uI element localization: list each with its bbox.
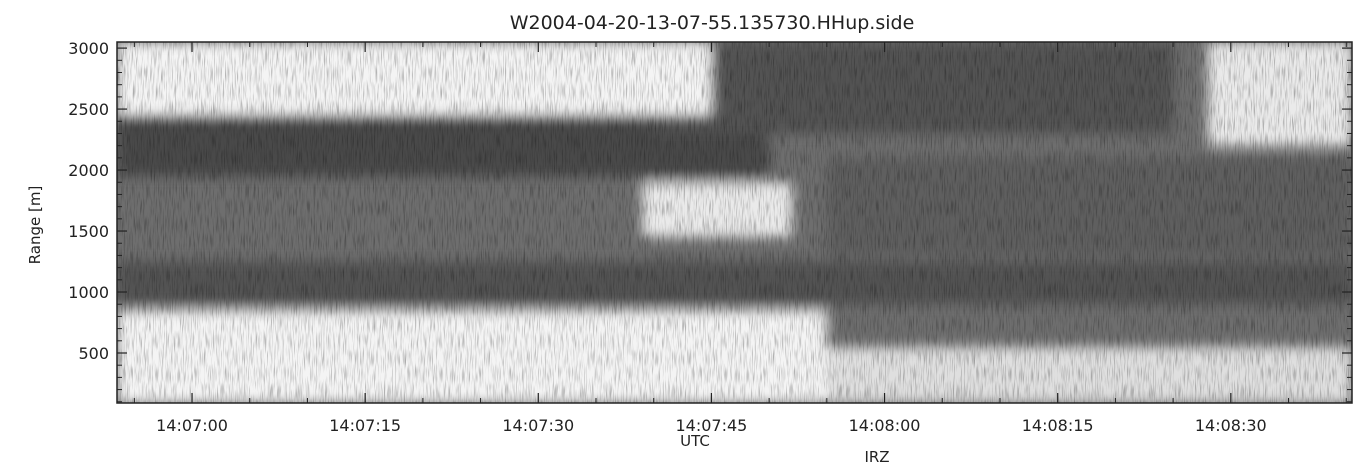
x-tick-label: 14:08:00: [849, 416, 921, 435]
x-tick-label: 14:07:15: [329, 416, 401, 435]
y-tick-label: 2000: [68, 161, 109, 180]
chart-title: W2004-04-20-13-07-55.135730.HHup.side: [510, 12, 915, 34]
plot-frame: [116, 41, 1353, 404]
y-tick-label: 1500: [68, 222, 109, 241]
noise-texture: [117, 42, 1352, 403]
footer-label: IRZ: [864, 448, 889, 466]
x-axis: 14:07:00 14:07:15 14:07:30 14:07:45 14:08:00…: [133, 42, 1347, 435]
y-tick-label: 2500: [68, 100, 109, 119]
plot-area: [117, 42, 1352, 403]
x-axis-label: UTC: [680, 432, 710, 450]
x-tick-label: 14:08:30: [1195, 416, 1267, 435]
x-tick-label: 14:08:15: [1022, 416, 1094, 435]
y-tick-label: 500: [78, 344, 109, 363]
y-tick-label: 3000: [68, 39, 109, 58]
y-axis: 500 1000 1500 2000 2500 3000: [68, 39, 1352, 403]
x-tick-label: 14:07:30: [502, 416, 574, 435]
y-axis-label: Range [m]: [26, 186, 44, 265]
x-tick-label: 14:07:45: [675, 416, 747, 435]
x-tick-label: 14:07:00: [156, 416, 228, 435]
y-tick-label: 1000: [68, 283, 109, 302]
